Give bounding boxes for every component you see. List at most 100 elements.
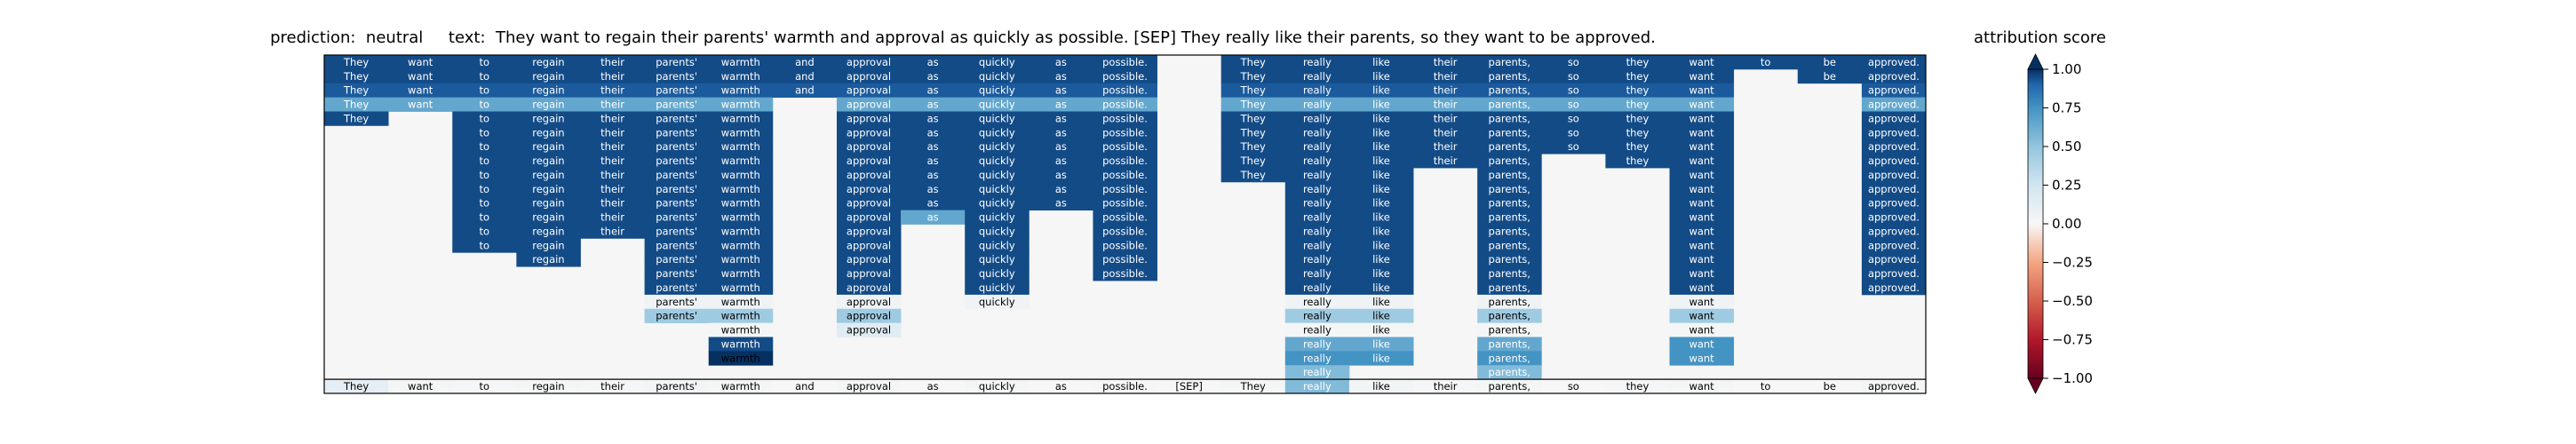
svg-text:want: want — [1689, 324, 1714, 337]
svg-text:they: they — [1626, 112, 1650, 124]
svg-text:approved.: approved. — [1868, 140, 1920, 153]
heatmap-cell: possible. — [1093, 154, 1157, 169]
svg-text:warmth: warmth — [721, 296, 760, 308]
svg-text:parents,: parents, — [1489, 56, 1530, 68]
heatmap-cell: warmth — [708, 83, 774, 99]
svg-text:want: want — [1689, 126, 1714, 139]
bottom-token-cell: want — [1669, 379, 1735, 393]
bottom-token-cell: parents' — [644, 379, 710, 393]
svg-text:they: they — [1626, 155, 1650, 167]
heatmap-cell: warmth — [708, 181, 774, 197]
heatmap-cell: as — [1029, 125, 1093, 140]
svg-text:regain: regain — [532, 155, 564, 167]
svg-text:to: to — [480, 380, 490, 392]
svg-text:want: want — [1689, 112, 1714, 124]
heatmap-cell: their — [1413, 111, 1478, 126]
heatmap-cell: really — [1284, 139, 1350, 155]
svg-text:possible.: possible. — [1102, 183, 1148, 195]
svg-text:like: like — [1372, 112, 1390, 124]
svg-text:parents,: parents, — [1489, 126, 1530, 139]
bottom-token-cell: possible. — [1093, 379, 1157, 393]
bottom-token-cell: to — [452, 379, 517, 393]
heatmap-cell: really — [1284, 294, 1350, 310]
heatmap-cell: parents, — [1477, 365, 1542, 380]
svg-text:really: really — [1303, 337, 1332, 350]
heatmap-cell: as — [1029, 168, 1093, 183]
svg-text:warmth: warmth — [721, 197, 760, 210]
svg-text:warmth: warmth — [721, 183, 760, 195]
svg-text:warmth: warmth — [721, 380, 760, 392]
svg-text:approval: approval — [847, 84, 891, 97]
heatmap-cell: as — [901, 97, 966, 112]
bottom-token-cell: their — [580, 379, 645, 393]
svg-text:quickly: quickly — [979, 211, 1015, 224]
heatmap-cell: be — [1797, 68, 1863, 84]
prediction-value: neutral — [365, 28, 424, 47]
heatmap-cell: quickly — [965, 125, 1030, 140]
heatmap-cell: quickly — [965, 139, 1030, 155]
heatmap-cell: parents' — [644, 97, 710, 112]
heatmap-cell: parents' — [644, 224, 710, 239]
colorbar-tick-label: −1.00 — [2052, 370, 2093, 386]
heatmap-cell: quickly — [965, 83, 1030, 99]
bottom-token-cell: [SEP] — [1157, 379, 1222, 393]
heatmap-cell: like — [1348, 139, 1414, 155]
heatmap-cell: approval — [836, 195, 902, 211]
svg-text:possible.: possible. — [1102, 211, 1148, 224]
svg-text:regain: regain — [532, 169, 564, 181]
heatmap-cell: approval — [836, 111, 902, 126]
heatmap-cell: really — [1284, 168, 1350, 183]
svg-text:They: They — [343, 99, 369, 111]
bottom-token-cell: and — [772, 379, 838, 393]
heatmap-cell: regain — [516, 224, 581, 239]
heatmap-cell: really — [1284, 281, 1350, 296]
heatmap-cell: parents' — [644, 252, 710, 267]
heatmap-cell: want — [1669, 337, 1735, 352]
svg-text:and: and — [795, 70, 815, 83]
svg-text:warmth: warmth — [721, 84, 760, 97]
heatmap-cell: approval — [836, 168, 902, 183]
heatmap-cell: to — [452, 154, 517, 169]
heatmap-cell: parents, — [1477, 111, 1542, 126]
heatmap-cell: parents' — [644, 111, 710, 126]
svg-text:They: They — [343, 112, 369, 124]
heatmap-cell: approval — [836, 281, 902, 296]
svg-text:so: so — [1568, 56, 1579, 68]
svg-text:approved.: approved. — [1868, 267, 1920, 280]
svg-text:parents': parents' — [656, 155, 697, 167]
svg-text:warmth: warmth — [721, 337, 760, 350]
heatmap-cell: warmth — [708, 168, 774, 183]
heatmap-cell: really — [1284, 97, 1350, 112]
svg-text:approval: approval — [847, 253, 891, 266]
svg-text:as: as — [927, 70, 939, 83]
svg-text:really: really — [1303, 112, 1332, 124]
heatmap-cell: their — [580, 55, 645, 70]
heatmap-cell: so — [1541, 83, 1606, 99]
heatmap-cell: their — [580, 168, 645, 183]
svg-text:to: to — [480, 84, 490, 97]
svg-text:like: like — [1372, 211, 1390, 224]
heatmap-cell: as — [901, 181, 966, 197]
heatmap-cell: parents' — [644, 68, 710, 84]
svg-text:regain: regain — [532, 211, 564, 224]
heatmap-cell: they — [1605, 55, 1670, 70]
svg-text:want: want — [1689, 281, 1714, 294]
svg-text:their: their — [600, 380, 624, 392]
heatmap-cell: approved. — [1861, 281, 1927, 296]
svg-text:as: as — [1055, 126, 1067, 139]
svg-text:really: really — [1303, 99, 1332, 111]
heatmap-cell: as — [901, 83, 966, 99]
svg-text:approval: approval — [847, 211, 891, 224]
svg-text:parents,: parents, — [1489, 267, 1530, 280]
svg-text:as: as — [1055, 56, 1067, 68]
svg-text:they: they — [1626, 140, 1650, 153]
svg-text:parents,: parents, — [1489, 296, 1530, 308]
svg-text:quickly: quickly — [979, 197, 1015, 210]
svg-text:so: so — [1568, 126, 1579, 139]
svg-text:and: and — [795, 56, 815, 68]
svg-text:approval: approval — [847, 112, 891, 124]
heatmap-cell: want — [1669, 168, 1735, 183]
svg-text:regain: regain — [532, 380, 564, 392]
heatmap-cell: warmth — [708, 224, 774, 239]
colorbar-tick-label: 0.75 — [2052, 100, 2081, 116]
